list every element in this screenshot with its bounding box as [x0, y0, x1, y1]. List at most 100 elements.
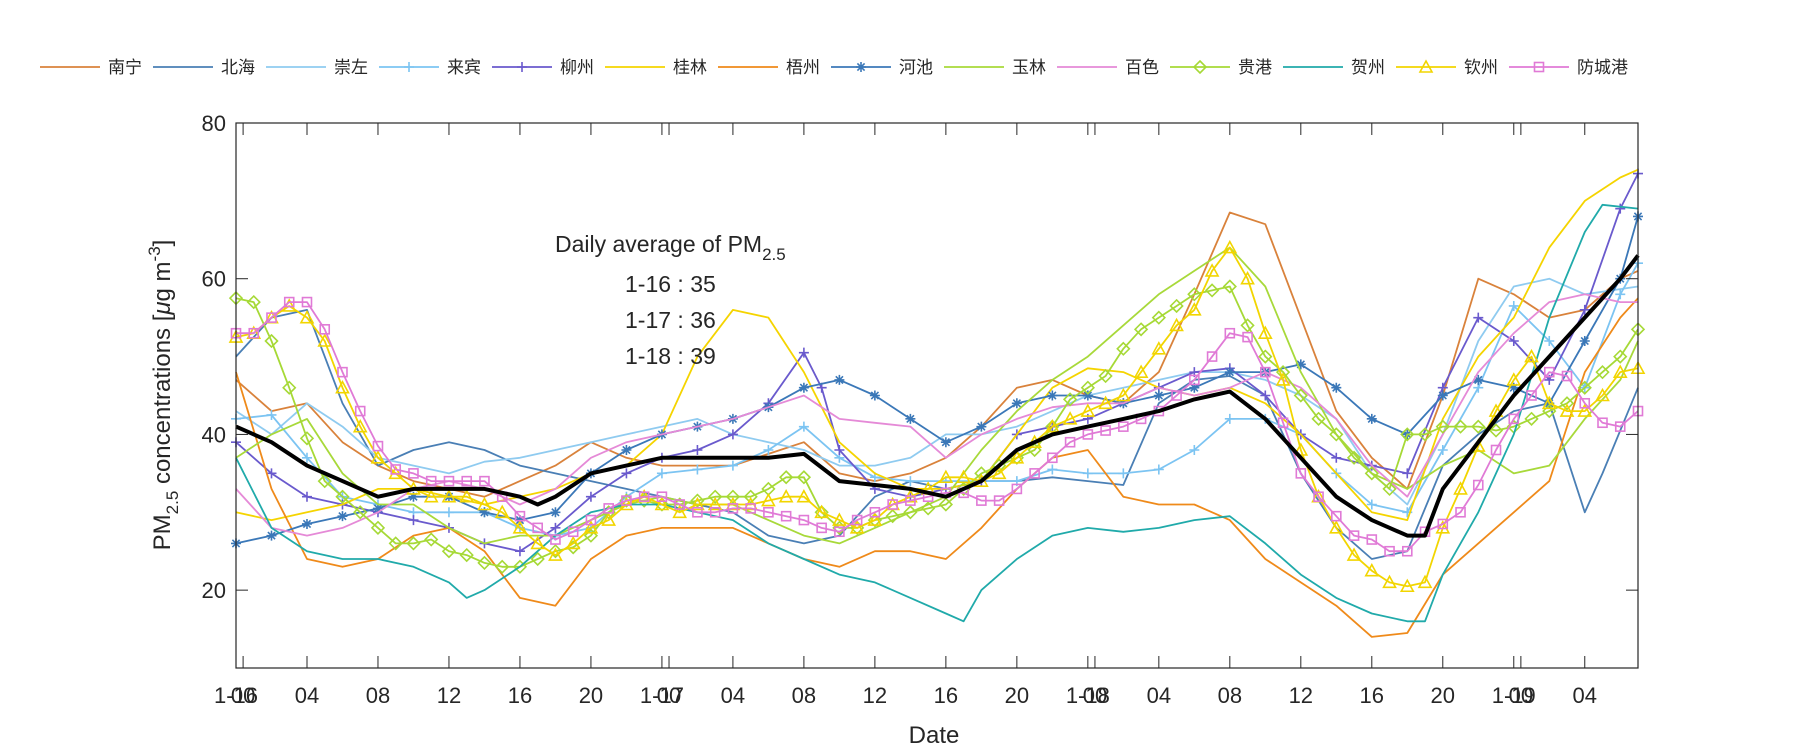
data-point	[1045, 418, 1060, 433]
data-point	[991, 465, 1007, 480]
data-point	[390, 464, 402, 475]
data-point	[725, 489, 741, 504]
data-point	[1544, 336, 1555, 346]
legend-item: 桂林	[605, 58, 707, 77]
y-axis-title-sub: 2.5	[163, 491, 182, 515]
data-point	[1240, 271, 1255, 285]
series-11	[235, 203, 1639, 623]
y-axis: 20 40 60 80	[202, 111, 1638, 603]
data-point	[1206, 351, 1218, 362]
data-point	[796, 470, 812, 485]
data-point	[1473, 312, 1484, 323]
data-point	[1331, 382, 1342, 393]
data-point	[1260, 366, 1271, 378]
data-point	[763, 445, 774, 455]
data-point	[621, 445, 632, 455]
data-point	[1151, 310, 1166, 325]
legend-item: 南宁	[40, 58, 142, 77]
data-point	[1080, 403, 1096, 417]
legend-item: 北海	[153, 58, 255, 77]
data-point	[1508, 300, 1519, 311]
data-point	[1186, 302, 1202, 316]
legend-label: 玉林	[1012, 58, 1046, 77]
x-tick-label: 08	[792, 683, 816, 708]
data-point	[1559, 396, 1575, 411]
annotation-title-main: Daily average of PM	[555, 231, 762, 257]
annotation-title: Daily average of PM2.5	[555, 231, 786, 264]
data-point	[1615, 289, 1626, 300]
data-point	[266, 409, 277, 420]
data-point	[248, 327, 260, 339]
data-point	[1115, 387, 1131, 402]
data-point	[727, 460, 738, 471]
x-tick-label: 00	[231, 683, 255, 708]
data-point	[1082, 390, 1093, 401]
data-point	[423, 489, 439, 503]
data-point	[834, 374, 845, 385]
legend-item: 来宾	[379, 58, 481, 77]
data-point	[299, 309, 315, 324]
data-point	[372, 440, 384, 452]
data-point	[867, 512, 883, 526]
series-12	[228, 239, 1646, 593]
legend-label: 贵港	[1238, 58, 1272, 77]
legend-item: 柳州	[492, 58, 594, 77]
data-point	[1242, 331, 1253, 343]
data-point	[370, 520, 386, 535]
annotation-line: 1-18 : 39	[625, 343, 716, 369]
annotation-line: 1-16 : 35	[625, 271, 716, 297]
data-point	[1577, 403, 1593, 417]
data-point	[514, 510, 526, 522]
data-point	[388, 536, 403, 551]
legend-marker	[404, 62, 414, 72]
data-point	[1169, 298, 1184, 314]
data-point	[656, 468, 667, 479]
data-point	[1402, 468, 1413, 479]
data-point	[266, 530, 277, 541]
data-point	[1382, 574, 1397, 589]
series-line	[235, 285, 1639, 568]
legend-item: 防城港	[1509, 58, 1628, 77]
data-point	[976, 495, 987, 506]
data-point	[1400, 427, 1415, 442]
data-point	[1455, 506, 1466, 518]
series-line	[235, 293, 1638, 537]
data-point	[1100, 425, 1111, 436]
data-point	[1171, 390, 1182, 401]
data-point	[1169, 317, 1184, 332]
x-tick-label: 20	[1005, 683, 1029, 708]
data-point	[301, 491, 312, 502]
series-line	[235, 203, 1639, 623]
y-tick-label: 80	[202, 111, 226, 136]
data-point	[1613, 349, 1628, 364]
x-tick-label: 16	[508, 683, 532, 708]
data-point	[905, 495, 916, 506]
legend-item: 贵港	[1170, 58, 1272, 77]
data-point	[1331, 510, 1342, 522]
data-point	[1222, 239, 1238, 254]
data-point	[354, 405, 366, 417]
data-point	[1524, 348, 1539, 363]
data-point	[1366, 534, 1378, 545]
data-point	[834, 445, 845, 455]
data-point	[1257, 325, 1273, 340]
x-tick-label: 04	[721, 683, 745, 708]
data-point	[851, 514, 863, 526]
data-point	[672, 504, 688, 519]
series-line	[235, 254, 1640, 538]
data-point	[1508, 336, 1519, 346]
data-point	[495, 559, 510, 574]
data-point	[816, 522, 827, 534]
legend-item: 百色	[1057, 58, 1159, 77]
data-point	[887, 499, 898, 510]
data-point	[459, 489, 475, 503]
data-point	[1437, 445, 1448, 455]
data-point	[905, 476, 916, 487]
data-point	[494, 504, 510, 519]
data-point	[441, 489, 457, 503]
data-point	[707, 496, 723, 511]
data-point	[301, 452, 312, 463]
data-point	[763, 506, 774, 518]
x-tick-label: 1-16	[214, 683, 258, 708]
data-point	[708, 489, 723, 504]
